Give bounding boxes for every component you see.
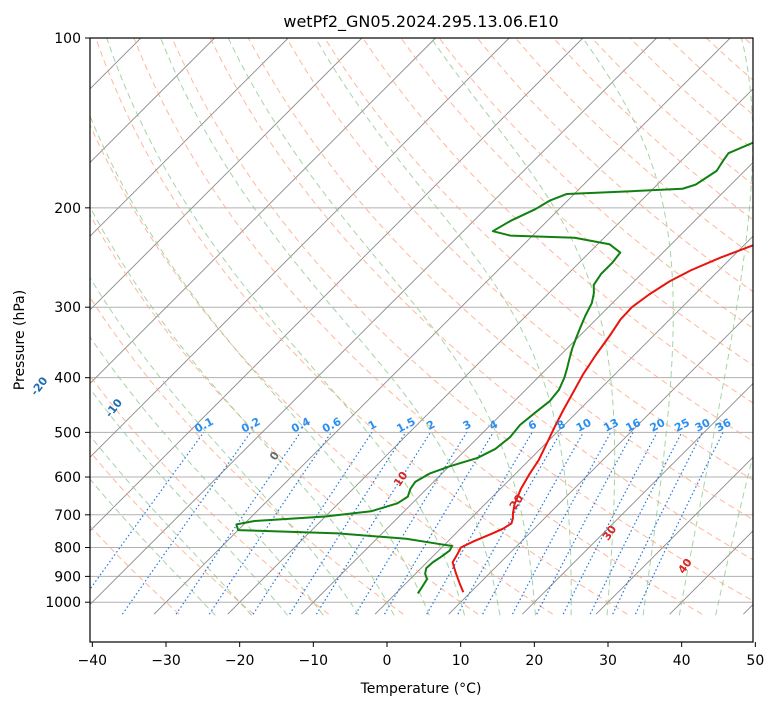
x-tick-label: −30 <box>151 653 181 669</box>
dry-adiabat-line <box>324 38 753 442</box>
dry-adiabat-line <box>209 38 753 561</box>
isotherm-line <box>90 38 289 237</box>
moist-adiabat-line <box>160 38 501 616</box>
y-tick-label: 100 <box>54 31 81 47</box>
moist-adiabat-line <box>227 38 536 616</box>
x-tick-label: 0 <box>383 653 392 669</box>
mixing-ratio-label: 36 <box>714 416 734 435</box>
mixing-ratio-line <box>355 432 468 615</box>
mixing-ratio-line <box>482 432 584 615</box>
isotherm-line <box>301 161 753 615</box>
isotherm-line <box>90 38 510 458</box>
x-tick-label: −10 <box>299 653 329 669</box>
mixing-ratio-line <box>536 432 634 615</box>
dry-adiabat-line <box>400 38 753 366</box>
x-tick-label: 30 <box>599 653 617 669</box>
moist-adiabat-line <box>430 38 616 616</box>
mixing-ratio-label: 10 <box>574 416 594 435</box>
y-tick-label: 400 <box>54 371 81 387</box>
y-tick-label: 900 <box>54 569 81 585</box>
temperature-line <box>451 244 753 593</box>
isotherm-line <box>90 38 584 532</box>
isotherm-line <box>374 235 753 615</box>
x-tick-label: 40 <box>673 653 691 669</box>
dry-adiabat-label: -20 <box>28 374 51 398</box>
y-tick-label: 200 <box>54 201 81 217</box>
isotherm-line <box>227 88 753 615</box>
mixing-ratio-label: 30 <box>693 416 713 435</box>
moist-adiabat-line <box>106 38 466 616</box>
y-tick-label: 700 <box>54 508 81 524</box>
x-axis-title: Temperature (°C) <box>360 681 482 697</box>
dry-adiabat-line <box>90 123 553 615</box>
dry-adiabat-line <box>286 38 753 481</box>
isotherm-line <box>90 38 657 606</box>
mixing-ratio-line <box>252 432 373 615</box>
mixing-ratio-line <box>562 432 658 615</box>
mixing-ratio-line <box>90 432 205 591</box>
x-tick-label: −40 <box>78 653 108 669</box>
isotherm-line <box>522 382 753 615</box>
x-tick-label: 20 <box>525 653 543 669</box>
x-tick-label: 50 <box>746 653 764 669</box>
moist-adiabat-line <box>90 276 360 616</box>
plot-frame <box>89 37 754 643</box>
dry-adiabat-line <box>362 38 753 404</box>
isotherm-line <box>90 38 363 311</box>
y-tick-label: 800 <box>54 541 81 557</box>
dry-adiabat-line <box>133 38 703 615</box>
mixing-ratio-label: 16 <box>623 416 643 435</box>
background-lines <box>0 38 753 616</box>
isotherm-line <box>448 309 753 615</box>
dry-adiabat-line <box>90 450 255 615</box>
mixing-ratio-line <box>589 432 683 615</box>
moist-adiabat-line <box>90 336 324 616</box>
mixing-ratio-line <box>457 432 562 615</box>
mixing-ratio-line <box>612 432 703 615</box>
mixing-ratio-label: 13 <box>601 416 621 435</box>
chart-title: wetPf2_GN05.2024.295.13.06.E10 <box>283 12 558 32</box>
isotherm-line <box>90 38 436 385</box>
y-tick-label: 500 <box>54 425 81 441</box>
dry-adiabat-line <box>247 38 753 521</box>
moist-adiabat-line <box>90 478 216 616</box>
isotherm-line <box>153 38 731 615</box>
moist-adiabat-line <box>90 387 288 616</box>
moist-adiabat-line <box>315 38 572 616</box>
isotherm-line <box>595 456 753 615</box>
y-tick-label: 600 <box>54 470 81 486</box>
dry-adiabat-line <box>95 38 628 615</box>
mixing-ratio-line <box>208 432 332 615</box>
dry-adiabat-line <box>171 38 753 602</box>
x-tick-label: −20 <box>225 653 255 669</box>
isotherm-line <box>0 38 67 614</box>
y-tick-label: 300 <box>54 300 81 316</box>
x-tick-label: 10 <box>452 653 470 669</box>
dewpoint-line <box>235 141 753 595</box>
mixing-ratio-line <box>634 432 724 615</box>
moist-adiabat-line <box>90 434 252 616</box>
y-tick-label: 1000 <box>45 595 81 611</box>
mixing-ratio-label: 25 <box>672 416 692 435</box>
isotherm-line <box>90 38 215 164</box>
moist-adiabat-line <box>678 38 753 616</box>
mixing-ratio-label: 20 <box>648 416 668 435</box>
y-axis-title: Pressure (hPa) <box>12 290 28 390</box>
sounding-series <box>235 141 753 595</box>
mixing-ratio-line <box>511 432 612 615</box>
dry-adiabat-line <box>90 374 329 615</box>
moist-adiabat-line <box>582 38 674 616</box>
moist-adiabat-line <box>90 114 430 616</box>
moist-adiabat-line <box>715 453 753 616</box>
moist-adiabat-line <box>90 205 395 616</box>
